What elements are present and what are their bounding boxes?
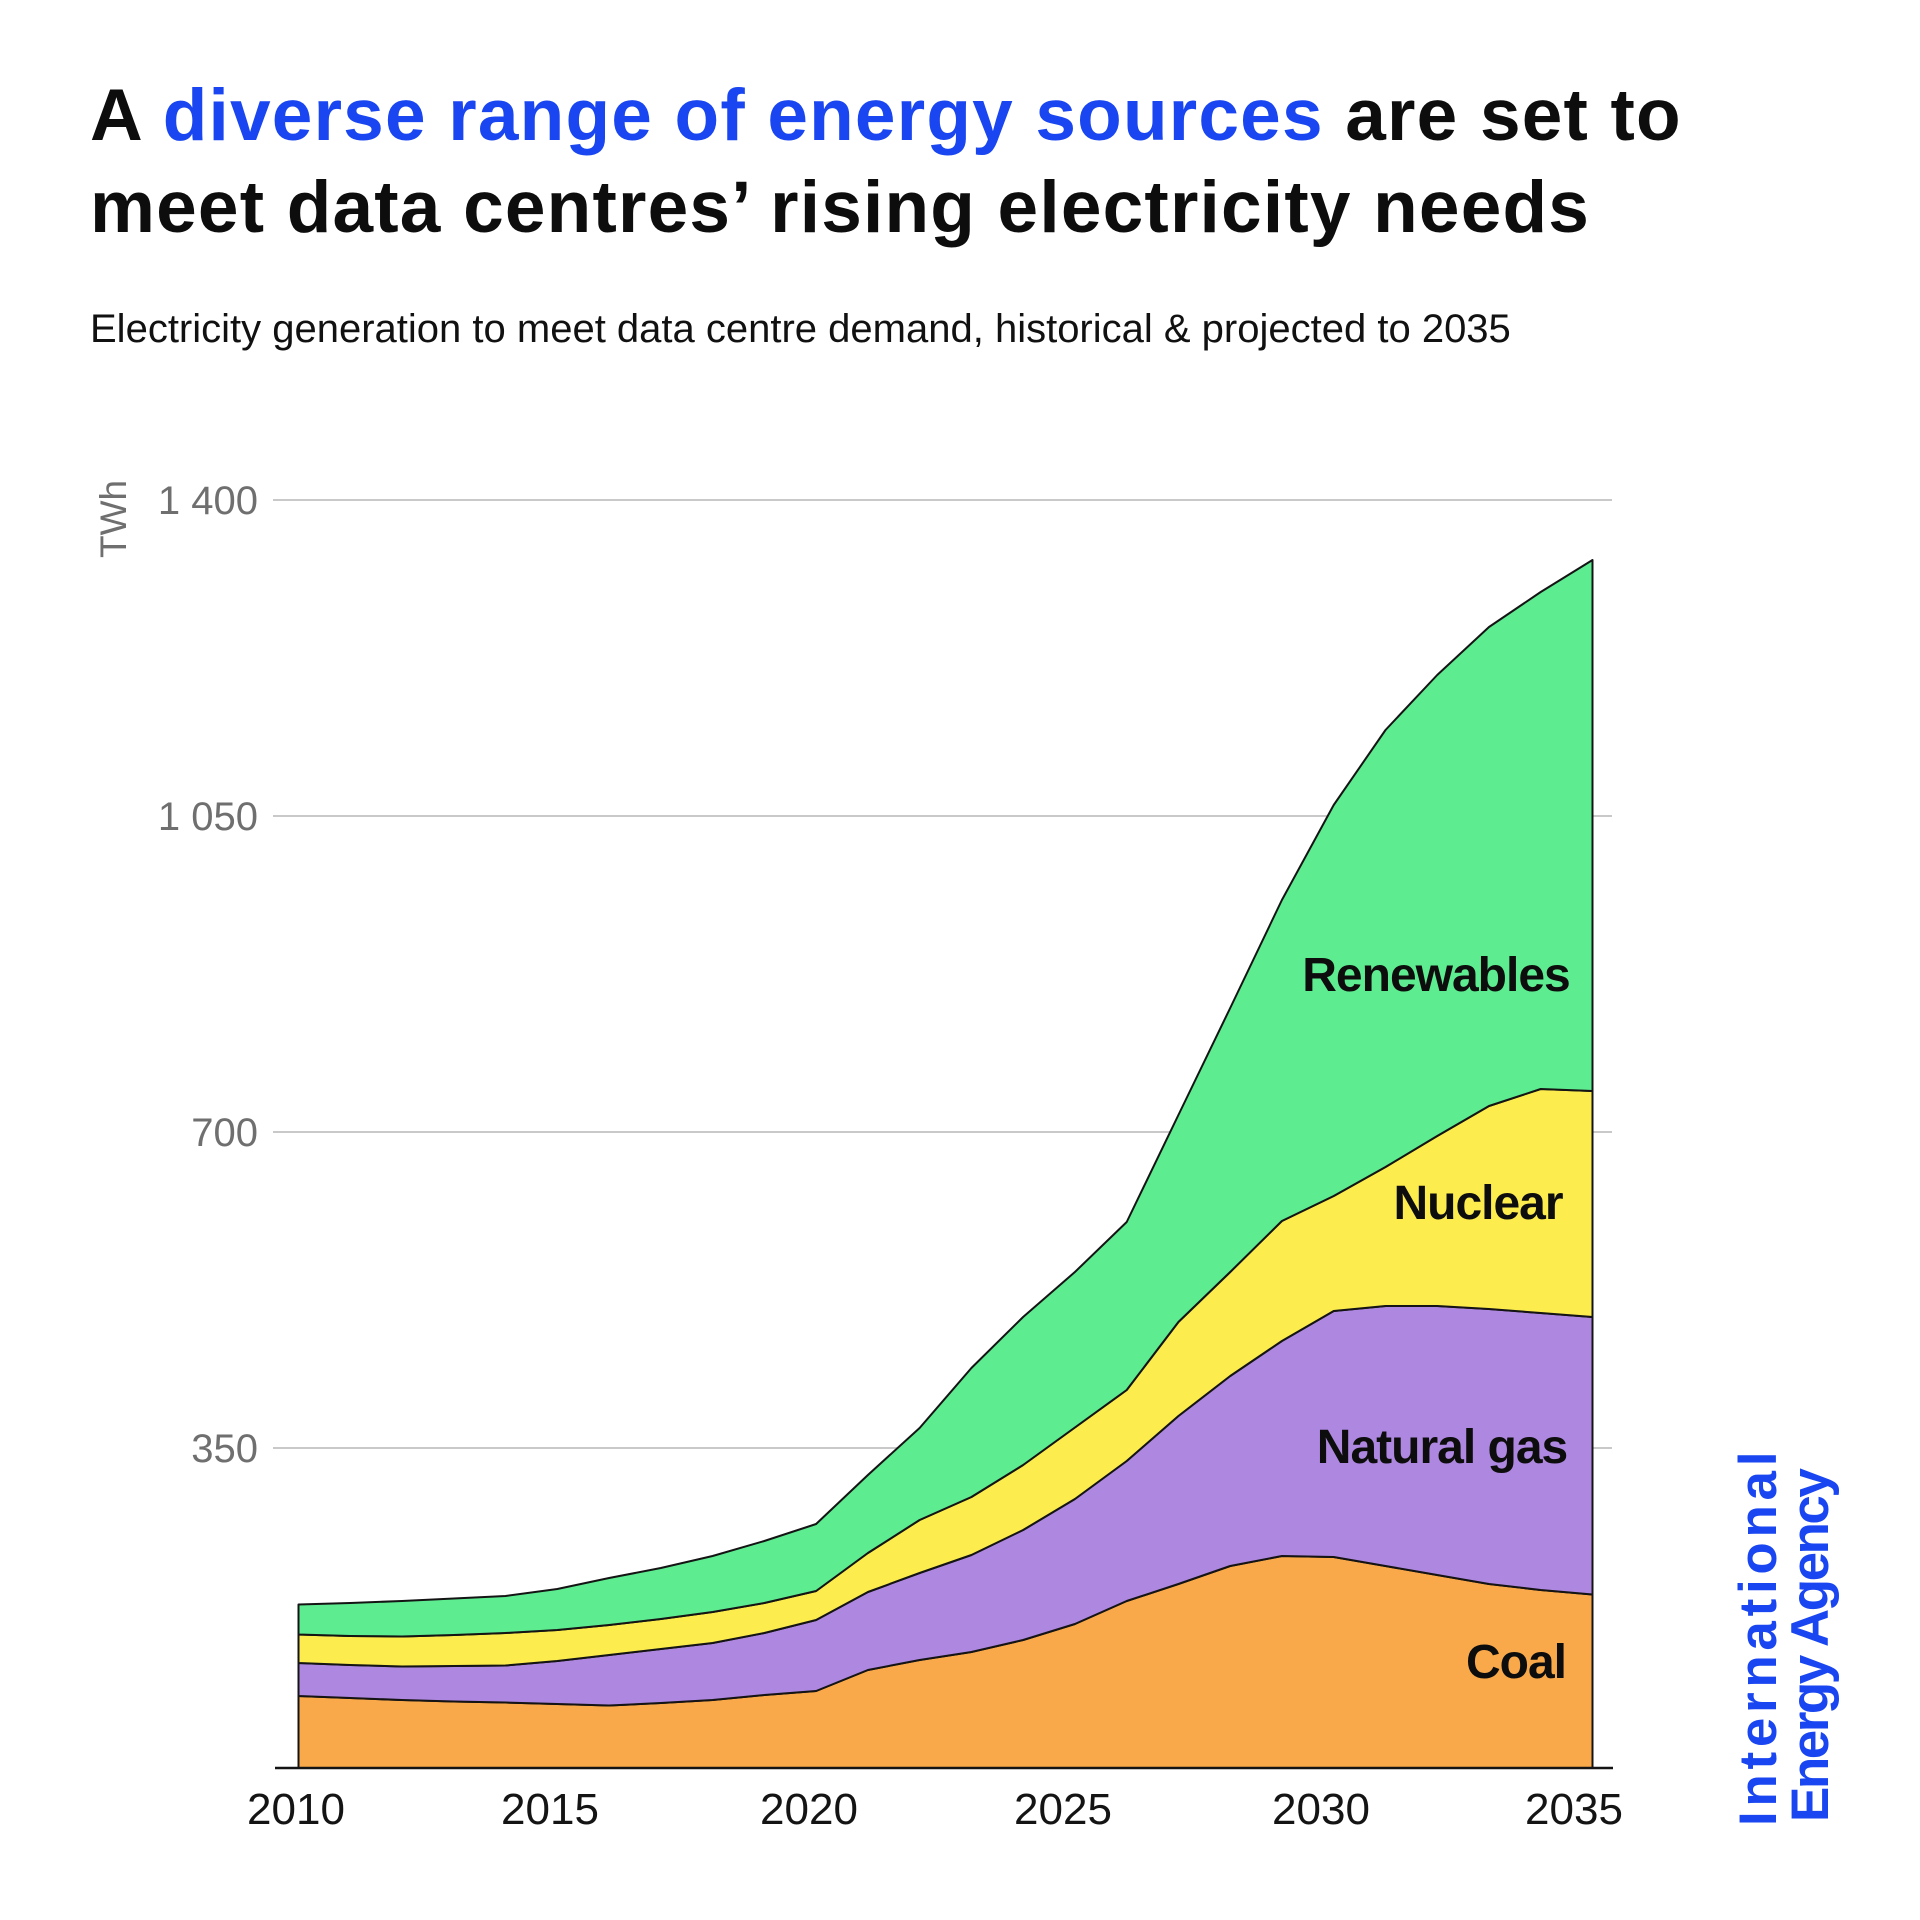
svg-text:350: 350 [191, 1427, 258, 1471]
svg-text:700: 700 [191, 1111, 258, 1155]
svg-text:2025: 2025 [1014, 1785, 1112, 1834]
svg-text:Energy Agency: Energy Agency [1781, 1468, 1840, 1822]
svg-text:Coal: Coal [1466, 1636, 1566, 1689]
svg-text:2020: 2020 [760, 1785, 858, 1834]
svg-text:1 050: 1 050 [158, 795, 258, 839]
svg-text:Nuclear: Nuclear [1393, 1177, 1562, 1230]
svg-text:2010: 2010 [247, 1785, 345, 1834]
svg-text:2035: 2035 [1525, 1785, 1623, 1834]
svg-text:1 400: 1 400 [158, 479, 258, 523]
svg-text:2030: 2030 [1272, 1785, 1370, 1834]
svg-text:International: International [1729, 1447, 1788, 1826]
svg-text:TWh: TWh [93, 480, 134, 558]
svg-text:2015: 2015 [501, 1785, 599, 1834]
svg-text:Renewables: Renewables [1302, 949, 1569, 1002]
svg-text:Natural gas: Natural gas [1317, 1421, 1567, 1474]
